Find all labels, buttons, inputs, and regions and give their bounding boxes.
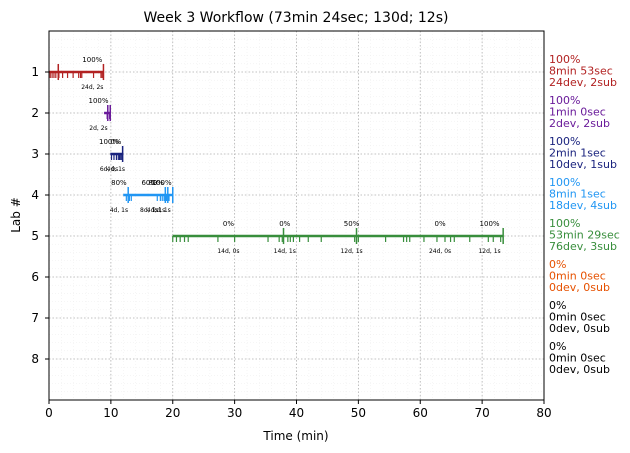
y-tick-label: 6 bbox=[31, 270, 39, 284]
annotation-percent: 80% bbox=[148, 179, 164, 187]
lab-summary-line: 10dev, 1sub bbox=[549, 158, 617, 171]
plot-frame bbox=[48, 30, 545, 401]
lab-3-series: 100% 6d, 0s 0% 4d, 1s bbox=[99, 138, 125, 173]
lab-5-series: 0% 14d, 0s 0% 14d, 1s 50% 12d, 1s 0% 24d, 0s 100… bbox=[172, 220, 504, 255]
y-axis-label: Lab # bbox=[9, 197, 23, 233]
annotation-counts: 2d, 2s bbox=[89, 125, 107, 132]
annotation-counts: 12d, 1s bbox=[478, 248, 500, 255]
lab-summary-line: 24dev, 2sub bbox=[549, 76, 617, 89]
annotation-counts: 6d, 0s bbox=[100, 166, 118, 173]
y-tick-label: 4 bbox=[31, 188, 39, 202]
y-tick-label: 3 bbox=[31, 147, 39, 161]
x-tick-label: 30 bbox=[227, 406, 242, 420]
annotation-counts: 14d, 1s bbox=[274, 248, 296, 255]
lab-summary-line: 0min 0sec bbox=[549, 352, 606, 365]
grid bbox=[48, 30, 545, 401]
lab-summary-line: 100% bbox=[549, 176, 580, 189]
lab-4-series: 80% 4d, 1s 60% 8d, 1s 80% 4d, 1s 100% 2d, 1s bbox=[110, 179, 174, 214]
y-tick-label: 8 bbox=[31, 352, 39, 366]
x-axis-label: Time (min) bbox=[262, 429, 328, 443]
x-tick-label: 70 bbox=[474, 406, 489, 420]
annotation-percent: 100% bbox=[152, 179, 172, 187]
annotation-percent: 50% bbox=[344, 220, 360, 228]
lab-summary-line: 100% bbox=[549, 94, 580, 107]
lab-summary-line: 0% bbox=[549, 258, 566, 271]
lab-summary-line: 0dev, 0sub bbox=[549, 322, 610, 335]
lab-summary-line: 2dev, 2sub bbox=[549, 117, 610, 130]
annotation-counts: 24d, 0s bbox=[429, 248, 451, 255]
x-tick-label: 60 bbox=[413, 406, 428, 420]
lab-summary-line: 0min 0sec bbox=[549, 311, 606, 324]
x-tick-label: 0 bbox=[45, 406, 53, 420]
axes: 0 10 20 30 40 50 60 70 80 1 2 3 4 5 6 7 8 bbox=[31, 30, 552, 420]
y-tick-label: 5 bbox=[31, 229, 39, 243]
lab-summary-line: 76dev, 3sub bbox=[549, 240, 617, 253]
annotation-counts: 12d, 1s bbox=[340, 248, 362, 255]
annotation-percent: 0% bbox=[279, 220, 290, 228]
lab-summary-line: 8min 53sec bbox=[549, 65, 613, 78]
x-tick-label: 80 bbox=[536, 406, 551, 420]
y-tick-label: 7 bbox=[31, 311, 39, 325]
annotation-percent: 100% bbox=[88, 97, 108, 105]
lab-summary-line: 0% bbox=[549, 299, 566, 312]
annotation-percent: 100% bbox=[99, 138, 119, 146]
lab-summary-line: 0min 0sec bbox=[549, 270, 606, 283]
lab-summary-line: 0dev, 0sub bbox=[549, 363, 610, 376]
lab-summary-line: 0dev, 0sub bbox=[549, 281, 610, 294]
annotation-percent: 100% bbox=[82, 56, 102, 64]
lab-summary-line: 18dev, 4sub bbox=[549, 199, 617, 212]
annotation-counts: 4d, 1s bbox=[147, 207, 165, 214]
annotation-counts: 24d, 2s bbox=[81, 84, 103, 91]
lab-summary-line: 8min 1sec bbox=[549, 188, 606, 201]
chart-title: Week 3 Workflow (73min 24sec; 130d; 12s) bbox=[144, 10, 449, 26]
x-tick-label: 20 bbox=[165, 406, 180, 420]
lab-summary-line: 1min 0sec bbox=[549, 106, 606, 119]
annotation-percent: 0% bbox=[223, 220, 234, 228]
annotation-counts: 2d, 1s bbox=[152, 207, 170, 214]
lab-2-series: 100% 2d, 2s bbox=[88, 97, 112, 132]
annotation-counts: 4d, 1s bbox=[107, 166, 125, 173]
y-tick-label: 1 bbox=[31, 65, 39, 79]
annotation-counts: 14d, 0s bbox=[217, 248, 239, 255]
annotation-percent: 80% bbox=[111, 179, 127, 187]
annotation-counts: 8d, 1s bbox=[140, 207, 158, 214]
lab-summary-line: 100% bbox=[549, 135, 580, 148]
annotation-percent: 100% bbox=[480, 220, 500, 228]
lab-summary-line: 53min 29sec bbox=[549, 229, 620, 242]
lab-summary-line: 100% bbox=[549, 53, 580, 66]
x-tick-label: 10 bbox=[103, 406, 118, 420]
lab-summary-line: 2min 1sec bbox=[549, 147, 606, 160]
x-tick-label: 50 bbox=[351, 406, 366, 420]
y-tick-label: 2 bbox=[31, 106, 39, 120]
lab-summary-line: 0% bbox=[549, 340, 566, 353]
annotation-percent: 60% bbox=[141, 179, 157, 187]
lab-summary-line: 100% bbox=[549, 217, 580, 230]
annotation-percent: 0% bbox=[434, 220, 445, 228]
annotation-percent: 0% bbox=[110, 138, 121, 146]
x-tick-label: 40 bbox=[289, 406, 304, 420]
lab-1-series: 100% 24d, 2s bbox=[49, 56, 105, 91]
annotation-counts: 4d, 1s bbox=[110, 207, 128, 214]
